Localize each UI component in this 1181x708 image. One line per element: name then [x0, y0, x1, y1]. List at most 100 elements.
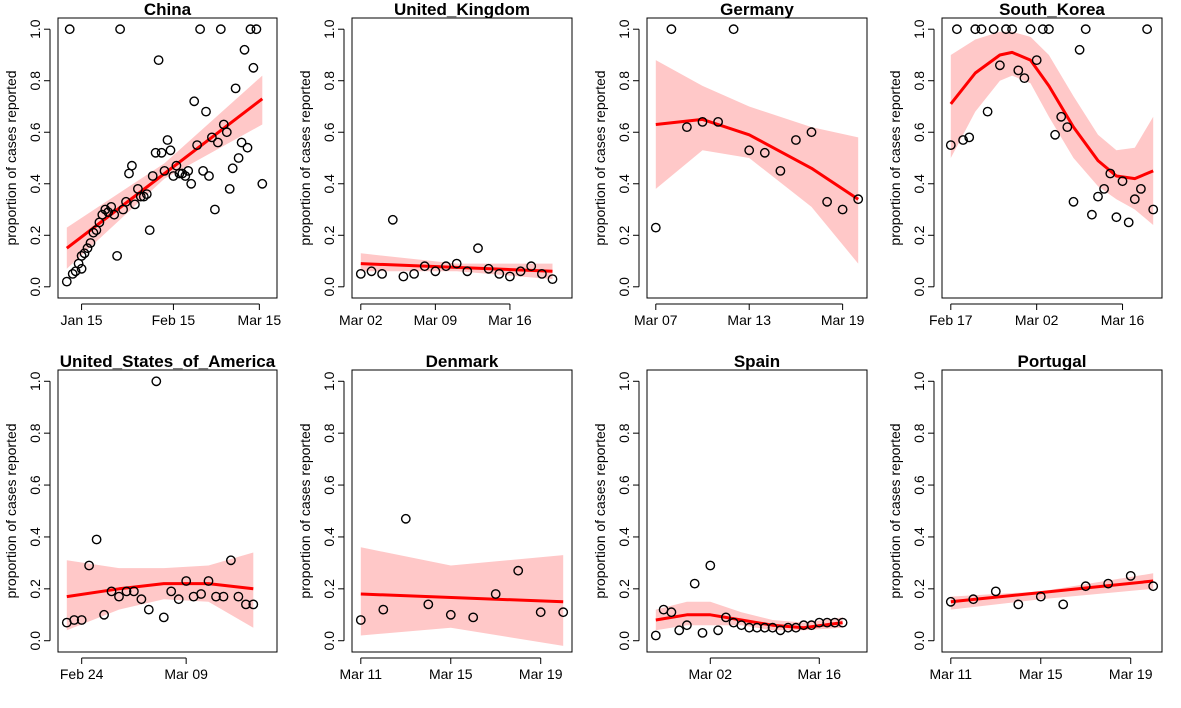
x-tick-label: Mar 02 [689, 666, 733, 682]
y-tick-label: 0.0 [321, 277, 337, 297]
data-point [1080, 24, 1091, 35]
panel-title: Spain [734, 352, 780, 371]
data-point [355, 615, 366, 625]
data-point [211, 591, 221, 602]
data-point [192, 140, 203, 151]
x-tick-label: Mar 16 [1101, 312, 1145, 328]
data-point [97, 209, 108, 220]
panel-title: Germany [720, 0, 794, 19]
y-tick-label: 0.6 [27, 122, 43, 142]
data-point [775, 165, 786, 176]
confidence-band [655, 60, 859, 264]
plot-frame [941, 17, 1163, 299]
x-tick-label: Mar 19 [821, 312, 865, 328]
data-point [806, 127, 817, 138]
plot-area [355, 214, 558, 284]
data-point [666, 607, 677, 618]
y-tick-label: 1.0 [911, 19, 927, 39]
data-point [355, 268, 366, 279]
y-tick-label: 0.6 [616, 122, 632, 142]
data-point [409, 268, 419, 279]
x-tick-label: Mar 15 [429, 666, 473, 682]
x-tick-label: Mar 13 [727, 312, 771, 328]
data-point [705, 560, 716, 571]
data-point [441, 261, 451, 272]
y-axis-label: proportion of cases reported [592, 423, 608, 598]
fit-line [655, 613, 843, 630]
y-tick-label: 0.2 [616, 225, 632, 245]
data-point [195, 24, 206, 35]
data-point [650, 222, 661, 233]
data-point [674, 625, 685, 636]
y-tick-label: 0.4 [27, 527, 43, 547]
data-point [1013, 599, 1024, 610]
fit-line [65, 97, 264, 250]
plot-frame [351, 17, 573, 299]
y-tick-label: 0.2 [321, 579, 337, 599]
data-point [1050, 129, 1061, 140]
y-tick-label: 0.8 [911, 423, 927, 443]
data-point [159, 165, 170, 176]
panel-title: Denmark [426, 352, 499, 371]
panel-title: Portugal [1018, 352, 1087, 371]
data-point [67, 268, 78, 279]
plot-frame [57, 369, 278, 653]
y-tick-label: 0.6 [27, 475, 43, 495]
data-point [79, 248, 90, 259]
fit-line [950, 579, 1154, 604]
data-point [162, 135, 173, 145]
data-point [82, 243, 93, 254]
data-point [535, 607, 546, 618]
data-point [103, 207, 114, 218]
data-point [721, 612, 731, 623]
panel-germany: Germany 0.0 0.2 0.4 0.6 0.8 1.0 proportion of c… [592, 0, 868, 328]
y-tick-label: 0.0 [616, 631, 632, 651]
data-point [166, 586, 177, 597]
data-point [227, 163, 238, 174]
panel-spain: Spain 0.0 0.2 0.4 0.6 0.8 1.0 proportion of cas… [592, 352, 868, 682]
data-point [174, 168, 185, 179]
data-point [964, 132, 975, 143]
plot-area [61, 376, 259, 631]
data-point [218, 591, 229, 602]
plot-frame [57, 17, 278, 299]
y-tick-label: 0.8 [616, 71, 632, 91]
x-tick-label: Mar 09 [414, 312, 458, 328]
plot-frame [941, 369, 1163, 653]
data-point [1111, 212, 1122, 223]
data-point [257, 178, 268, 189]
y-tick-label: 0.4 [911, 174, 927, 194]
data-point [1058, 599, 1069, 610]
data-point [1087, 209, 1097, 220]
data-point [64, 24, 75, 35]
data-point [744, 145, 755, 156]
data-point [143, 604, 154, 615]
panel-title: South_Korea [999, 0, 1105, 19]
y-tick-label: 1.0 [321, 371, 337, 391]
data-point [423, 599, 434, 610]
panel-china: China 0.0 0.2 0.4 0.6 0.8 1.0 proportion of cas… [3, 0, 281, 328]
data-point [1037, 24, 1048, 35]
data-point [168, 171, 179, 181]
data-point [206, 132, 217, 143]
data-point [126, 160, 137, 171]
data-point [158, 612, 169, 623]
panel-denmark: Denmark 0.0 0.2 0.4 0.6 0.8 1.0 proportion of c… [297, 352, 573, 682]
data-point [468, 612, 479, 623]
data-point [995, 60, 1005, 71]
y-tick-label: 1.0 [616, 371, 632, 391]
y-tick-label: 0.8 [911, 71, 927, 91]
data-point [198, 165, 209, 176]
data-point [419, 261, 430, 272]
data-point [837, 617, 848, 628]
x-tick-label: Mar 15 [1019, 666, 1063, 682]
data-point [151, 376, 162, 387]
y-tick-label: 0.8 [616, 423, 632, 443]
data-point [822, 196, 832, 207]
data-point [209, 204, 220, 215]
y-tick-label: 0.2 [911, 579, 927, 599]
data-point [136, 594, 147, 605]
data-point [666, 24, 677, 35]
data-point [515, 266, 526, 277]
data-point [150, 147, 161, 158]
